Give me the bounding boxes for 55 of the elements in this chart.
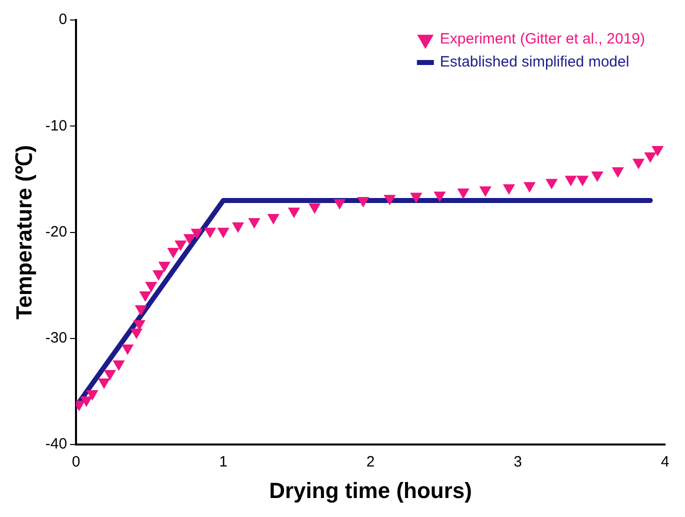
y-tick-label: -10 bbox=[45, 117, 68, 134]
point bbox=[612, 167, 624, 178]
y-tick-label: 0 bbox=[58, 11, 68, 28]
legend-label: Experiment (Gitter et al., 2019) bbox=[440, 30, 646, 48]
point bbox=[248, 218, 260, 228]
point bbox=[145, 282, 157, 292]
y-tick-label: -20 bbox=[45, 223, 68, 240]
point bbox=[174, 240, 186, 250]
point bbox=[458, 188, 469, 198]
point bbox=[565, 176, 576, 186]
point bbox=[140, 291, 151, 302]
x-tick-label: 4 bbox=[660, 454, 670, 471]
y-axis-title: Temperature (℃) bbox=[11, 145, 36, 320]
point bbox=[357, 196, 369, 207]
point bbox=[632, 158, 644, 169]
point bbox=[524, 182, 536, 192]
x-tick-label: 0 bbox=[72, 454, 80, 471]
point bbox=[576, 176, 588, 186]
x-tick-label: 2 bbox=[366, 454, 375, 471]
point bbox=[191, 228, 203, 239]
point bbox=[218, 228, 230, 238]
point bbox=[334, 199, 346, 210]
point bbox=[546, 178, 558, 189]
y-tick-label: -40 bbox=[45, 436, 68, 453]
y-tick-label: -30 bbox=[45, 330, 68, 347]
point bbox=[135, 305, 147, 316]
point bbox=[503, 184, 515, 194]
point bbox=[184, 234, 196, 244]
legend-label: Established simplified model bbox=[440, 54, 630, 71]
x-tick-label: 3 bbox=[514, 454, 522, 471]
point bbox=[644, 152, 656, 162]
point bbox=[158, 262, 170, 272]
point bbox=[480, 186, 492, 196]
point bbox=[134, 320, 146, 330]
point bbox=[104, 370, 116, 380]
x-axis-title: Drying time (hours) bbox=[269, 478, 472, 503]
point bbox=[652, 146, 664, 156]
point bbox=[80, 396, 92, 407]
point bbox=[232, 222, 244, 232]
point bbox=[592, 171, 603, 182]
point bbox=[130, 328, 142, 339]
point bbox=[384, 194, 396, 205]
x-tick-label: 1 bbox=[219, 454, 228, 471]
point bbox=[86, 390, 98, 400]
point bbox=[434, 192, 446, 202]
point bbox=[152, 270, 164, 280]
point bbox=[168, 248, 179, 258]
point bbox=[308, 203, 320, 214]
point bbox=[122, 344, 134, 355]
point bbox=[113, 360, 124, 370]
point bbox=[288, 208, 300, 218]
point bbox=[268, 214, 280, 224]
point bbox=[204, 228, 216, 238]
point bbox=[410, 192, 422, 203]
point bbox=[98, 378, 110, 388]
